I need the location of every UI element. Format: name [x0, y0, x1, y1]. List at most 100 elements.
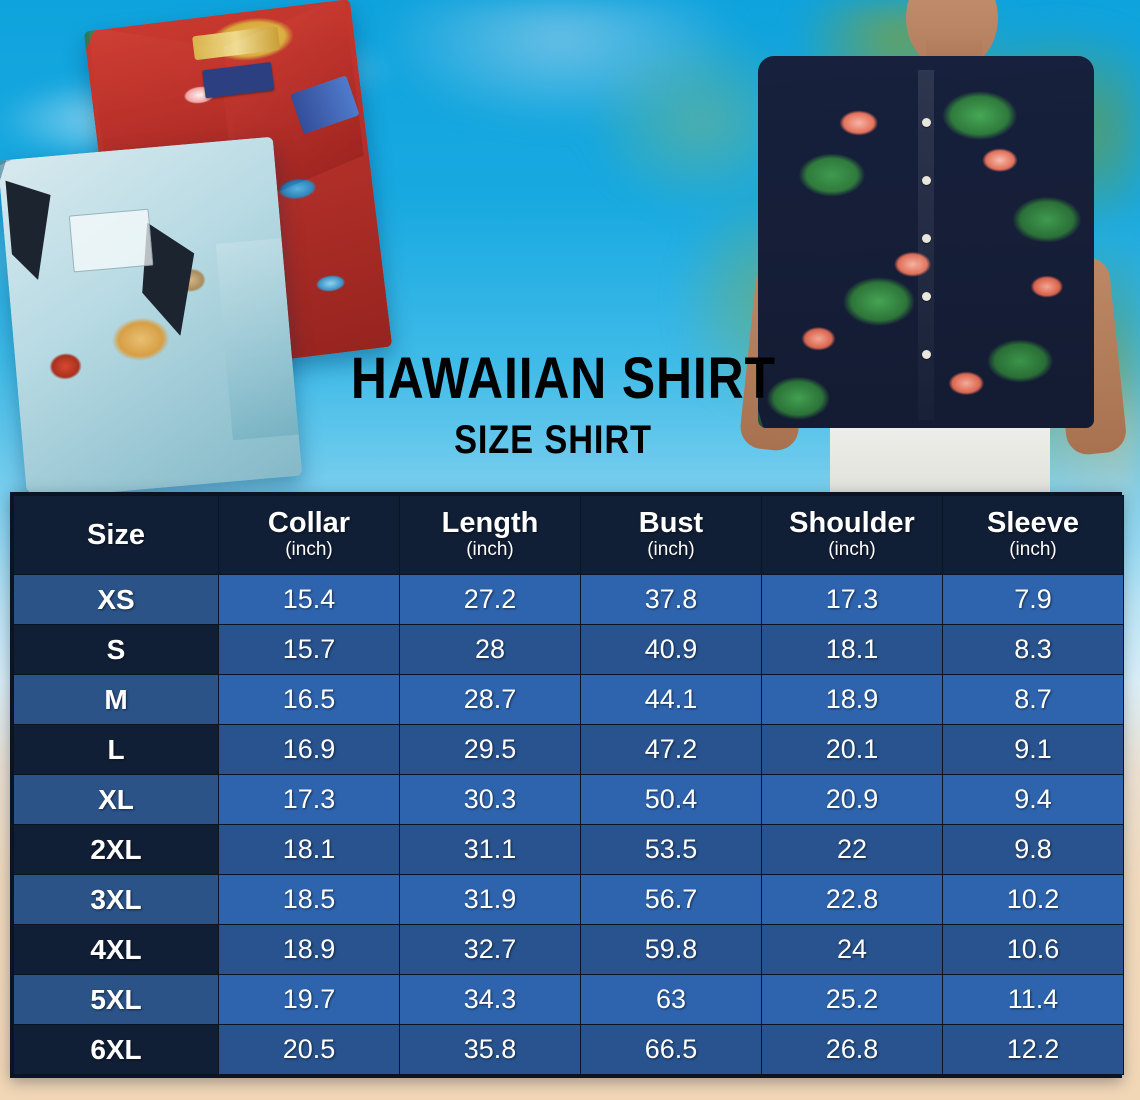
column-header-name: Sleeve: [987, 506, 1079, 539]
column-header-sleeve: Sleeve (inch): [942, 495, 1124, 575]
measurement-cell-length: 35.8: [399, 1024, 581, 1075]
measurement-cell-sleeve: 9.1: [942, 724, 1124, 775]
measurement-cell-collar: 20.5: [218, 1024, 400, 1075]
column-header-collar: Collar (inch): [218, 495, 400, 575]
measurement-cell-shoulder: 26.8: [761, 1024, 943, 1075]
measurement-cell-bust: 40.9: [580, 624, 762, 675]
title-subtitle: SIZE SHIRT: [454, 418, 652, 462]
size-chart-table-container: Size Collar (inch) Length (inch) Bust (inch) Sh…: [10, 492, 1124, 1078]
table-row: 5XL 19.7 34.3 63 25.2 11.4: [13, 974, 1124, 1025]
measurement-cell-bust: 47.2: [580, 724, 762, 775]
measurement-cell-collar: 19.7: [218, 974, 400, 1025]
measurement-cell-bust: 44.1: [580, 674, 762, 725]
measurement-cell-sleeve: 12.2: [942, 1024, 1124, 1075]
shirt-placket: [918, 70, 934, 420]
measurement-cell-bust: 37.8: [580, 574, 762, 625]
measurement-cell-shoulder: 22.8: [761, 874, 943, 925]
measurement-cell-shoulder: 17.3: [761, 574, 943, 625]
measurement-cell-shoulder: 20.9: [761, 774, 943, 825]
measurement-cell-length: 28.7: [399, 674, 581, 725]
measurement-cell-shoulder: 25.2: [761, 974, 943, 1025]
measurement-cell-collar: 15.4: [218, 574, 400, 625]
column-header-name: Bust: [638, 506, 704, 539]
column-header-length: Length (inch): [399, 495, 581, 575]
measurement-cell-shoulder: 22: [761, 824, 943, 875]
table-row: 2XL 18.1 31.1 53.5 22 9.8: [13, 824, 1124, 875]
measurement-cell-bust: 56.7: [580, 874, 762, 925]
table-row: 6XL 20.5 35.8 66.5 26.8 12.2: [13, 1024, 1124, 1075]
shirt-button: [922, 176, 931, 185]
table-header: Size Collar (inch) Length (inch) Bust (inch) Sh…: [13, 495, 1124, 575]
table-body: XS 15.4 27.2 37.8 17.3 7.9 S 15.7 28 40.9 18.1 8.3 M…: [13, 574, 1124, 1075]
measurement-cell-sleeve: 11.4: [942, 974, 1124, 1025]
measurement-cell-collar: 16.5: [218, 674, 400, 725]
column-header-unit: (inch): [285, 539, 333, 561]
collar-left: [5, 177, 58, 282]
title-main: HAWAIIAN SHIRT: [350, 346, 776, 411]
column-header-unit: (inch): [466, 539, 514, 561]
measurement-cell-collar: 15.7: [218, 624, 400, 675]
measurement-cell-bust: 53.5: [580, 824, 762, 875]
measurement-cell-sleeve: 9.4: [942, 774, 1124, 825]
column-header-name: Collar: [267, 506, 351, 539]
measurement-cell-shoulder: 24: [761, 924, 943, 975]
size-label-cell: 5XL: [13, 974, 219, 1025]
measurement-cell-shoulder: 20.1: [761, 724, 943, 775]
model-photo: [710, 0, 1140, 492]
measurement-cell-collar: 18.5: [218, 874, 400, 925]
shirt-button: [922, 118, 931, 127]
shirt-button: [922, 350, 931, 359]
measurement-cell-length: 31.1: [399, 824, 581, 875]
measurement-cell-shoulder: 18.9: [761, 674, 943, 725]
size-label-cell: 4XL: [13, 924, 219, 975]
table-row: L 16.9 29.5 47.2 20.1 9.1: [13, 724, 1124, 775]
measurement-cell-bust: 50.4: [580, 774, 762, 825]
column-header-unit: (inch): [647, 539, 695, 561]
size-label-cell: XL: [13, 774, 219, 825]
table-row: 4XL 18.9 32.7 59.8 24 10.6: [13, 924, 1124, 975]
measurement-cell-sleeve: 9.8: [942, 824, 1124, 875]
shirt-button: [922, 234, 931, 243]
shirt-button: [922, 292, 931, 301]
measurement-cell-collar: 16.9: [218, 724, 400, 775]
size-label-cell: M: [13, 674, 219, 725]
measurement-cell-shoulder: 18.1: [761, 624, 943, 675]
measurement-cell-length: 28: [399, 624, 581, 675]
measurement-cell-collar: 17.3: [218, 774, 400, 825]
table-row: XS 15.4 27.2 37.8 17.3 7.9: [13, 574, 1124, 625]
measurement-cell-length: 29.5: [399, 724, 581, 775]
chest-pocket: [69, 208, 153, 273]
measurement-cell-length: 30.3: [399, 774, 581, 825]
measurement-cell-bust: 66.5: [580, 1024, 762, 1075]
measurement-cell-bust: 59.8: [580, 924, 762, 975]
measurement-cell-sleeve: 7.9: [942, 574, 1124, 625]
column-header-name: Length: [441, 506, 539, 539]
measurement-cell-collar: 18.1: [218, 824, 400, 875]
measurement-cell-collar: 18.9: [218, 924, 400, 975]
column-header-name: Shoulder: [789, 506, 915, 539]
measurement-cell-length: 31.9: [399, 874, 581, 925]
size-chart-table: Size Collar (inch) Length (inch) Bust (inch) Sh…: [13, 495, 1124, 1075]
measurement-cell-length: 27.2: [399, 574, 581, 625]
size-label-cell: S: [13, 624, 219, 675]
measurement-cell-length: 32.7: [399, 924, 581, 975]
measurement-cell-sleeve: 10.2: [942, 874, 1124, 925]
column-header-unit: (inch): [828, 539, 876, 561]
column-header-shoulder: Shoulder (inch): [761, 495, 943, 575]
poster-title: HAWAIIAN SHIRT SIZE SHIRT: [318, 346, 788, 462]
size-label-cell: XS: [13, 574, 219, 625]
column-header-name: Size: [86, 518, 146, 551]
size-label-cell: L: [13, 724, 219, 775]
measurement-cell-sleeve: 8.7: [942, 674, 1124, 725]
measurement-cell-sleeve: 10.6: [942, 924, 1124, 975]
column-header-unit: (inch): [1009, 539, 1057, 561]
size-label-cell: 2XL: [13, 824, 219, 875]
measurement-cell-length: 34.3: [399, 974, 581, 1025]
size-label-cell: 6XL: [13, 1024, 219, 1075]
column-header-size: Size: [13, 495, 219, 575]
measurement-cell-sleeve: 8.3: [942, 624, 1124, 675]
table-header-row: Size Collar (inch) Length (inch) Bust (inch) Sh…: [13, 495, 1124, 575]
blue-hawaiian-shirt-image: [0, 136, 303, 500]
table-row: 3XL 18.5 31.9 56.7 22.8 10.2: [13, 874, 1124, 925]
